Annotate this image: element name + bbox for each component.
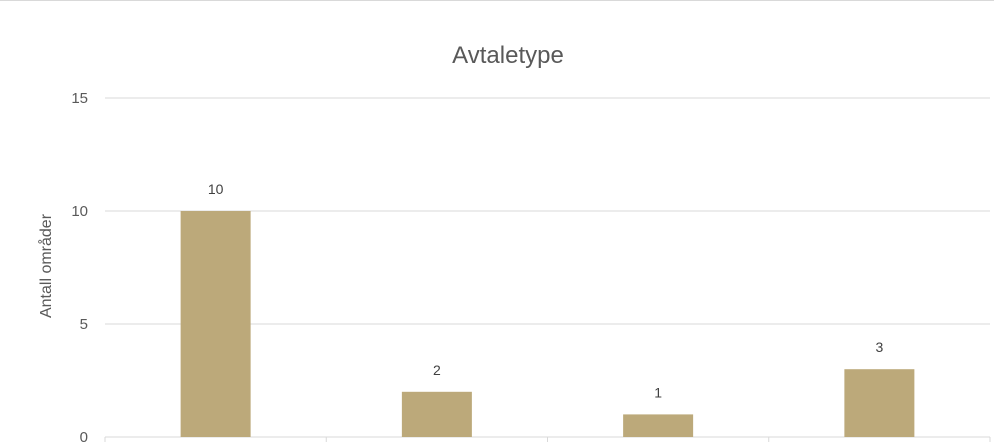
y-axis-ticks: 0 5 10 15 [71,90,88,442]
y-tick-label: 5 [80,316,88,333]
bar [180,211,251,437]
bar [623,414,694,437]
y-tick-label: 15 [71,90,88,107]
bar [844,369,915,437]
chart-title: Avtaletype [452,42,564,69]
data-label: 10 [208,181,224,197]
data-label: 2 [433,362,441,378]
data-label: 1 [654,384,662,400]
y-tick-label: 0 [80,429,88,442]
data-labels: 10 2 1 3 [208,181,884,400]
x-category-dividers [104,437,991,442]
data-label: 3 [875,339,883,355]
y-tick-label: 10 [71,203,88,220]
y-axis-label: Antall områder [37,213,55,318]
bar [401,391,472,437]
bars [180,211,915,437]
